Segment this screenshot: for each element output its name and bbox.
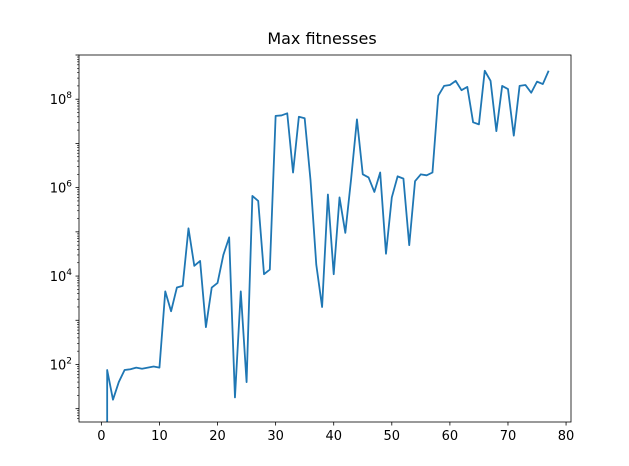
- y-tick-exponent: 4: [66, 268, 72, 278]
- axes-frame: [78, 54, 572, 423]
- y-tick-label: 108: [50, 91, 73, 108]
- y-tick-exponent: 8: [66, 91, 72, 101]
- chart-title: Max fitnesses: [267, 29, 376, 48]
- x-tick-label: 0: [97, 429, 105, 444]
- y-tick-base: 10: [50, 182, 67, 197]
- y-tick-label: 102: [50, 356, 72, 373]
- y-tick-base: 10: [50, 358, 67, 373]
- x-tick-label: 60: [442, 429, 459, 444]
- series-line-0: [106, 69, 550, 422]
- y-tick-base: 10: [50, 270, 67, 285]
- x-tick-label: 50: [384, 429, 401, 444]
- x-tick-label: 70: [500, 429, 517, 444]
- x-tick-label: 80: [558, 429, 575, 444]
- x-tick-label: 40: [325, 429, 342, 444]
- y-tick-base: 10: [50, 93, 67, 108]
- x-tick-label: 30: [267, 429, 284, 444]
- y-tick-exponent: 6: [66, 180, 72, 190]
- x-tick-label: 20: [209, 429, 226, 444]
- y-tick-label: 106: [50, 180, 73, 197]
- y-tick-exponent: 2: [66, 356, 72, 366]
- x-tick-label: 10: [151, 429, 168, 444]
- y-tick-label: 104: [50, 268, 73, 285]
